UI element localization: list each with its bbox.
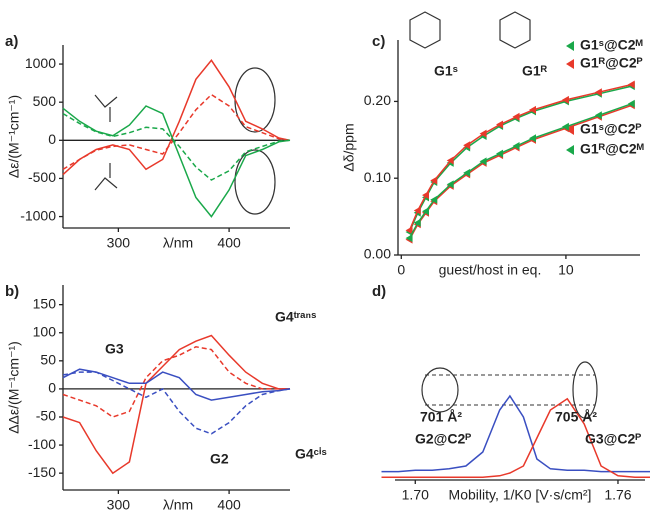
y-tick-label: 0.00 xyxy=(364,246,391,262)
y-tick-label: -100 xyxy=(28,436,56,452)
legend-marker xyxy=(566,41,574,51)
panel-label: d) xyxy=(372,283,386,300)
legend-marker xyxy=(566,145,574,155)
series-line xyxy=(63,372,290,434)
series-line xyxy=(410,85,632,231)
legend-label: G1ˢ@C2ᴾ xyxy=(580,121,641,137)
y-tick-label: -50 xyxy=(36,408,56,424)
annotation: G1ˢ xyxy=(434,63,458,79)
annotation: 701 Å² xyxy=(420,409,462,425)
series-line xyxy=(63,369,290,400)
legend-marker xyxy=(566,59,574,69)
x-axis-label: λ/nm xyxy=(163,235,193,251)
x-tick-label: 400 xyxy=(217,235,241,251)
annotation: G1ᴿ xyxy=(522,63,548,79)
annotation: G2 xyxy=(210,451,229,467)
legend-label: G1ˢ@C2ᴹ xyxy=(580,37,643,53)
x-tick-label: 300 xyxy=(107,235,131,251)
x-tick-label: 10 xyxy=(558,262,574,278)
series-line xyxy=(63,60,290,174)
y-tick-label: -150 xyxy=(28,464,56,480)
annotation: G4ᵗʳᵃⁿˢ xyxy=(275,309,316,325)
annotation: G3 xyxy=(105,341,124,357)
y-tick-label: 0 xyxy=(48,131,56,147)
y-tick-label: 50 xyxy=(40,352,56,368)
x-tick-label: 0 xyxy=(397,262,405,278)
x-tick-label: 1.70 xyxy=(402,487,429,503)
panel-label: c) xyxy=(372,33,385,50)
series-line xyxy=(410,86,632,232)
series-line xyxy=(63,106,290,217)
annotation: G2@C2ᴾ xyxy=(415,431,471,447)
y-axis-label: Δδ/ppm xyxy=(341,123,357,171)
y-tick-label: 150 xyxy=(33,295,57,311)
y-tick-label: 500 xyxy=(33,93,57,109)
x-tick-label: 400 xyxy=(217,497,241,511)
x-axis-label: Mobility, 1/K0 [V·s/cm²] xyxy=(449,487,592,503)
x-tick-label: 300 xyxy=(107,497,131,511)
x-axis-label: guest/host in eq. xyxy=(439,262,542,278)
y-tick-label: -1000 xyxy=(20,207,56,223)
annotation: 705 Å² xyxy=(555,409,597,425)
legend-label: G1ᴿ@C2ᴹ xyxy=(580,141,644,157)
y-tick-label: -500 xyxy=(28,169,56,185)
y-tick-label: 1000 xyxy=(25,55,56,71)
x-tick-label: 1.76 xyxy=(604,487,631,503)
y-axis-label: ΔΔε/(M⁻¹cm⁻¹) xyxy=(6,341,22,434)
annotation: G4ᶜⁱˢ xyxy=(295,446,327,462)
y-tick-label: 100 xyxy=(33,323,57,339)
y-tick-label: 0.20 xyxy=(364,92,391,108)
panel-label: b) xyxy=(5,283,19,300)
y-tick-label: 0 xyxy=(48,380,56,396)
panel-label: a) xyxy=(5,33,18,50)
legend-label: G1ᴿ@C2ᴾ xyxy=(580,55,643,71)
y-axis-label: Δε/(M⁻¹cm⁻¹) xyxy=(6,95,22,178)
y-tick-label: 0.10 xyxy=(364,169,391,185)
figure: a)-1000-50005001000300400λ/nmΔε/(M⁻¹cm⁻¹… xyxy=(0,0,650,511)
x-axis-label: λ/nm xyxy=(163,497,193,511)
annotation: G3@C2ᴾ xyxy=(585,431,641,447)
